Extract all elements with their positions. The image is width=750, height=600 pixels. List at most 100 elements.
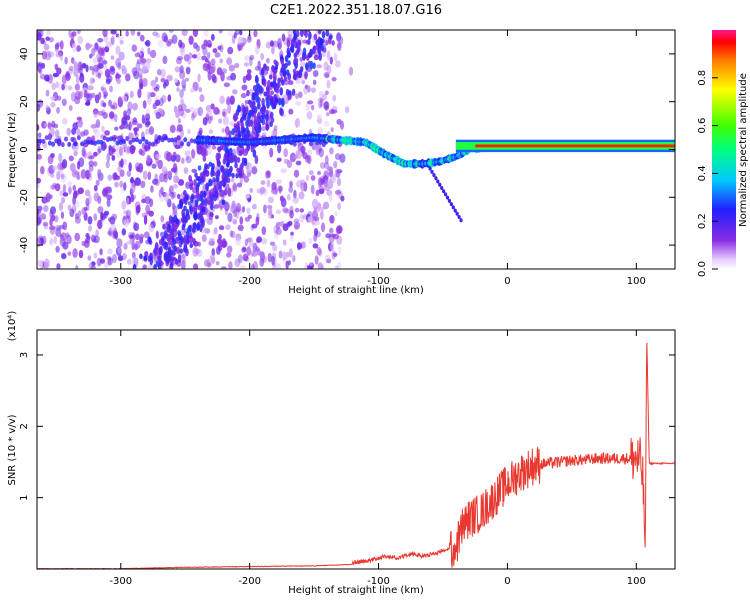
heat-noise-blob [76, 44, 81, 52]
heat-noise-blob [245, 193, 250, 199]
heat-dc-blob [115, 140, 120, 146]
heat-noise-blob [192, 263, 199, 269]
heat-streak-blob [189, 205, 194, 215]
heat-noise-blob [172, 162, 178, 173]
heat-noise-blob [108, 146, 114, 157]
heat-dc-blob [99, 139, 104, 145]
heat-noise-blob [97, 37, 104, 43]
heat-noise-blob [49, 237, 54, 246]
heat-noise-blob [270, 90, 274, 96]
heat-noise-blob [80, 169, 87, 180]
heat-noise-blob [174, 66, 181, 73]
heat-noise-blob [348, 66, 354, 76]
heat-noise-blob [151, 163, 157, 169]
heat-noise-blob [306, 154, 312, 165]
heat-noise-blob [51, 82, 57, 91]
heat-noise-blob [38, 67, 43, 75]
heat-noise-blob [252, 242, 258, 253]
heat-noise-blob [117, 135, 124, 142]
heat-streak-blob [293, 73, 297, 80]
heat-noise-blob [40, 37, 45, 45]
heat-noise-blob [246, 246, 252, 256]
heat-streak-blob [236, 167, 240, 173]
heat-branch-blob [436, 179, 440, 184]
heat-noise-blob [125, 114, 131, 121]
heat-noise-blob [115, 45, 121, 55]
heat-noise-blob [62, 241, 69, 250]
heat-noise-blob [54, 183, 61, 192]
heat-dc-blob [144, 139, 149, 145]
heat-noise-blob [193, 107, 201, 116]
heat-noise-blob [107, 174, 113, 181]
heat-noise-blob [150, 185, 154, 193]
heat-noise-blob [115, 33, 120, 38]
heat-noise-blob [109, 85, 113, 93]
heat-streak-blob [295, 30, 297, 31]
heat-streak-blob [169, 262, 174, 269]
heat-noise-blob [72, 248, 78, 258]
heat-noise-blob [312, 79, 317, 86]
snr-x-axis-label: Height of straight line (km) [288, 585, 424, 596]
heat-noise-blob [286, 193, 291, 201]
heat-noise-blob [332, 252, 338, 257]
heat-noise-blob [119, 180, 124, 188]
heat-noise-blob [54, 42, 60, 50]
heat-streak-blob [226, 158, 230, 168]
heat-streak-blob [228, 147, 233, 156]
heat-dc-blob [154, 138, 159, 144]
heat-noise-blob [92, 108, 99, 115]
heat-noise-blob [104, 130, 110, 136]
heat-noise-blob [333, 52, 338, 62]
heat-noise-blob [123, 182, 127, 191]
heat-noise-blob [231, 200, 236, 209]
heat-streak-blob [188, 174, 192, 182]
heat-noise-blob [173, 184, 178, 189]
heat-noise-blob [137, 88, 142, 99]
colorbar-label: Normalized spectral amplitude [738, 73, 749, 227]
heat-noise-blob [37, 215, 42, 225]
heat-noise-blob [152, 178, 159, 185]
heat-noise-blob [123, 218, 130, 227]
snr-x-tick-label: 100 [627, 576, 646, 587]
heat-noise-blob [93, 213, 98, 221]
heat-streak-blob [285, 69, 290, 77]
heat-noise-blob [201, 44, 208, 49]
heat-noise-blob [330, 127, 334, 133]
heat-noise-blob [246, 169, 253, 174]
heat-noise-blob [256, 248, 261, 256]
heat-streak-blob [312, 46, 316, 55]
heat-streak-blob [235, 124, 240, 132]
heat-noise-blob [171, 34, 178, 44]
heat-noise-blob [239, 30, 243, 36]
heat-streak-blob [294, 57, 299, 65]
heat-noise-blob [47, 121, 52, 130]
heat-noise-blob [329, 147, 334, 155]
heat-noise-blob [61, 253, 67, 260]
heat-noise-blob [102, 111, 108, 119]
heat-streak-blob [231, 128, 236, 136]
heat-streak-blob [177, 230, 181, 237]
heat-noise-blob [53, 123, 59, 129]
heat-noise-blob [61, 98, 67, 107]
heat-streak-blob [226, 177, 231, 184]
heat-dc-blob [105, 137, 110, 143]
heat-branch-blob [434, 176, 438, 181]
heat-noise-blob [67, 251, 72, 256]
heat-noise-blob [292, 196, 299, 204]
heat-noise-blob [155, 112, 161, 120]
heat-noise-blob [90, 234, 97, 243]
heat-noise-blob [49, 194, 53, 200]
heat-noise-blob [329, 56, 333, 65]
heat-noise-blob [252, 261, 258, 269]
heat-noise-blob [142, 65, 148, 73]
heat-noise-blob [117, 255, 124, 262]
heat-noise-blob [202, 47, 208, 56]
heat-noise-blob [236, 206, 240, 212]
heat-noise-blob [166, 74, 173, 82]
heat-noise-blob [230, 72, 237, 81]
heat-noise-blob [110, 35, 115, 46]
heat-noise-blob [316, 246, 322, 256]
heat-streak-blob [193, 179, 197, 187]
heat-noise-blob [86, 170, 92, 178]
heat-streak-blob [181, 224, 186, 231]
